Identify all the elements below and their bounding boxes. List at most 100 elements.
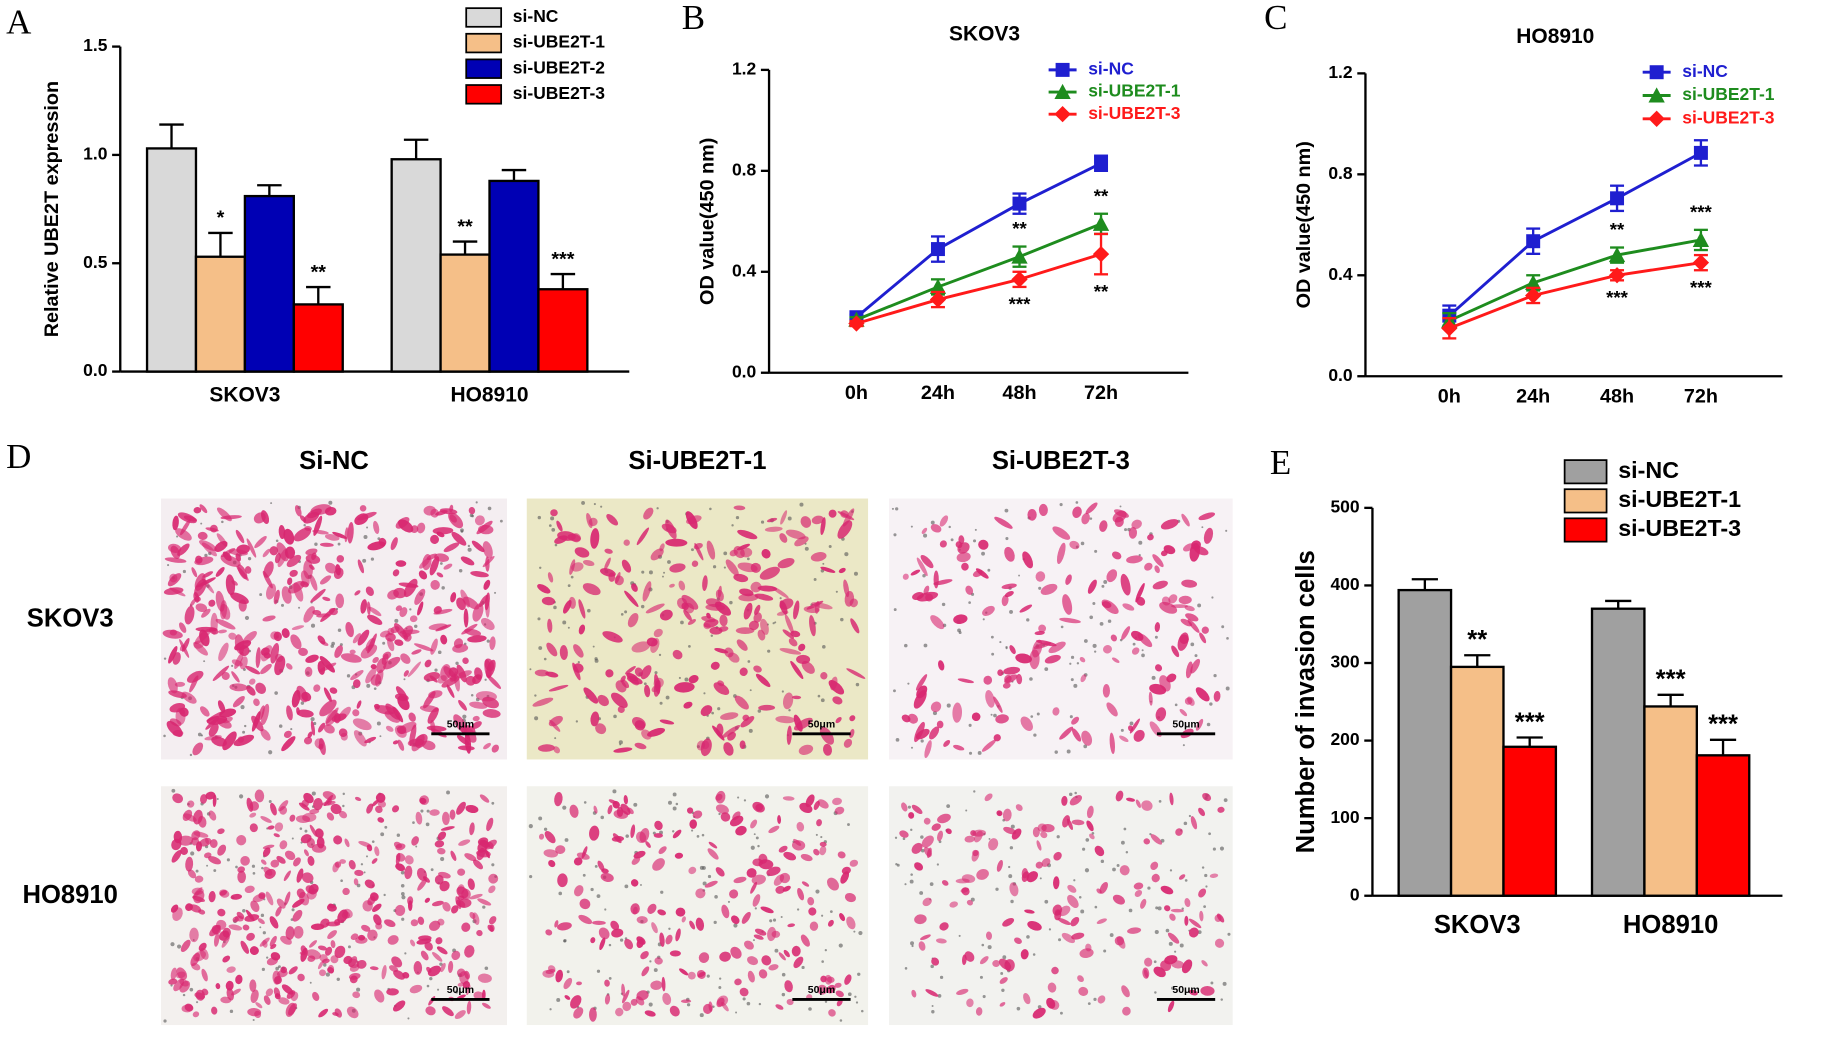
cell bbox=[215, 983, 221, 990]
pore bbox=[467, 544, 471, 548]
cell bbox=[301, 872, 314, 884]
pore bbox=[360, 863, 364, 866]
pore bbox=[649, 960, 652, 963]
cell bbox=[262, 844, 275, 850]
cell bbox=[978, 539, 989, 550]
cell bbox=[392, 805, 400, 813]
pore bbox=[735, 1011, 738, 1014]
pore bbox=[712, 565, 717, 569]
cell bbox=[665, 519, 677, 540]
pore bbox=[441, 586, 445, 590]
cell bbox=[291, 689, 301, 708]
cell bbox=[698, 952, 710, 963]
cell bbox=[630, 824, 636, 839]
micrograph: 50μm bbox=[889, 498, 1233, 760]
marker bbox=[1692, 231, 1710, 247]
cell bbox=[753, 934, 764, 940]
cell bbox=[1002, 682, 1011, 689]
cell bbox=[466, 984, 471, 996]
cell bbox=[1213, 690, 1221, 702]
cell bbox=[471, 540, 485, 553]
cell bbox=[532, 697, 554, 707]
cell bbox=[623, 539, 630, 546]
column-label: Si-UBE2T-3 bbox=[992, 447, 1130, 475]
cell bbox=[234, 640, 252, 651]
cell bbox=[631, 583, 638, 592]
cell bbox=[319, 969, 327, 977]
pore bbox=[235, 865, 238, 869]
cell bbox=[279, 840, 288, 850]
cell bbox=[1036, 840, 1042, 851]
legend-swatch bbox=[465, 7, 503, 28]
cell bbox=[1016, 673, 1023, 685]
cell bbox=[310, 588, 326, 603]
cell bbox=[489, 924, 495, 932]
pore bbox=[707, 874, 712, 879]
series-line bbox=[855, 161, 1102, 319]
pore bbox=[648, 570, 653, 575]
cell bbox=[257, 918, 265, 925]
cell bbox=[489, 636, 496, 650]
cell bbox=[729, 815, 744, 827]
cell bbox=[1079, 657, 1086, 663]
cell bbox=[433, 608, 453, 615]
pore bbox=[910, 525, 913, 528]
cell bbox=[554, 792, 563, 807]
cell bbox=[790, 660, 804, 680]
pore bbox=[1119, 505, 1122, 508]
cell bbox=[189, 904, 202, 913]
cell bbox=[938, 660, 945, 671]
pore bbox=[1147, 886, 1151, 890]
cell bbox=[581, 846, 588, 859]
cell bbox=[193, 641, 208, 656]
cell bbox=[385, 725, 394, 732]
y-tick-label: 0.8 bbox=[1328, 163, 1353, 183]
cell bbox=[939, 515, 949, 527]
cell bbox=[477, 973, 492, 983]
cell bbox=[168, 978, 178, 985]
cell bbox=[634, 667, 644, 677]
pore bbox=[993, 713, 997, 718]
pore bbox=[1174, 950, 1177, 953]
cell bbox=[222, 551, 232, 562]
cell bbox=[930, 615, 945, 630]
cell bbox=[424, 941, 433, 951]
pore bbox=[309, 981, 312, 984]
pore bbox=[596, 894, 601, 899]
cell bbox=[1096, 918, 1107, 925]
cell bbox=[373, 914, 382, 926]
pore bbox=[403, 678, 406, 681]
cell bbox=[826, 984, 836, 994]
cell bbox=[354, 869, 364, 877]
legend-label: si-NC bbox=[1618, 457, 1679, 483]
cell bbox=[926, 847, 932, 859]
y-tick-label: 0.4 bbox=[1328, 264, 1353, 284]
pore bbox=[336, 977, 340, 981]
cell bbox=[597, 860, 605, 871]
micrograph: 50μm bbox=[161, 786, 507, 1026]
pore bbox=[1226, 636, 1229, 640]
pore bbox=[968, 601, 971, 604]
cell bbox=[1061, 795, 1068, 806]
pore bbox=[262, 931, 266, 935]
cell bbox=[370, 664, 377, 670]
cell bbox=[250, 900, 260, 912]
pore bbox=[1044, 667, 1049, 672]
legend-label: si-UBE2T-1 bbox=[1088, 81, 1181, 101]
cell bbox=[364, 736, 377, 744]
legend-label: si-UBE2T-1 bbox=[1618, 486, 1741, 512]
cell bbox=[219, 708, 237, 718]
cell bbox=[242, 924, 250, 931]
cell bbox=[718, 626, 729, 632]
cell bbox=[807, 896, 815, 906]
cell bbox=[347, 522, 354, 544]
significance: ** bbox=[311, 261, 327, 283]
pore bbox=[752, 939, 755, 942]
cell bbox=[364, 879, 375, 889]
cell bbox=[463, 596, 480, 610]
cell bbox=[604, 994, 611, 1005]
pore bbox=[987, 945, 992, 950]
cell bbox=[339, 859, 347, 864]
cell bbox=[1126, 797, 1136, 802]
cell bbox=[1021, 868, 1028, 879]
